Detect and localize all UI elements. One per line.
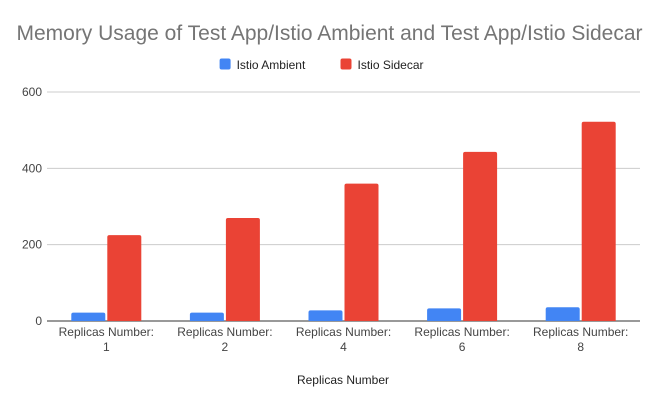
gridlines	[47, 91, 640, 322]
x-tick-label: Replicas Number: 4	[296, 325, 391, 354]
x-tick-label: Replicas Number: 1	[59, 325, 154, 354]
y-tick-label: 0	[35, 314, 42, 328]
bar-istio-ambient	[545, 307, 580, 321]
bar-istio-sidecar	[581, 121, 616, 322]
legend-label: Istio Sidecar	[358, 58, 424, 72]
legend-label: Istio Ambient	[237, 58, 306, 72]
y-axis-ticks: 0 200 400 600	[22, 85, 42, 328]
y-tick-label: 200	[22, 238, 42, 252]
bar-istio-ambient	[189, 312, 224, 321]
legend: Istio Ambient Istio Sidecar	[219, 58, 424, 72]
x-tick-label-line: 8	[577, 340, 584, 354]
x-tick-label-line: 1	[103, 340, 110, 354]
y-tick-label: 400	[22, 161, 42, 175]
x-tick-label-line: 2	[222, 340, 229, 354]
bars	[71, 121, 616, 322]
bar-istio-ambient	[71, 312, 106, 321]
bar-istio-sidecar	[344, 183, 379, 321]
bar-istio-ambient	[308, 310, 343, 321]
x-tick-label-line: Replicas Number:	[414, 325, 509, 339]
x-tick-label-line: 6	[459, 340, 466, 354]
x-tick-label: Replicas Number: 6	[414, 325, 509, 354]
bar-istio-sidecar	[107, 235, 142, 321]
legend-swatch	[219, 58, 231, 70]
x-tick-label-line: Replicas Number:	[296, 325, 391, 339]
bar-istio-sidecar	[463, 151, 498, 321]
chart-title: Memory Usage of Test App/Istio Ambient a…	[16, 22, 642, 45]
legend-swatch	[340, 58, 352, 70]
x-tick-label-line: Replicas Number:	[533, 325, 628, 339]
bar-istio-ambient	[427, 308, 462, 321]
x-tick-label-line: Replicas Number:	[59, 325, 154, 339]
y-tick-label: 600	[22, 85, 42, 99]
bar-istio-sidecar	[225, 217, 260, 321]
x-axis-title: Replicas Number	[297, 373, 389, 387]
x-tick-label: Replicas Number: 2	[177, 325, 272, 354]
x-tick-label-line: 4	[340, 340, 347, 354]
x-tick-label-line: Replicas Number:	[177, 325, 272, 339]
x-tick-label: Replicas Number: 8	[533, 325, 628, 354]
